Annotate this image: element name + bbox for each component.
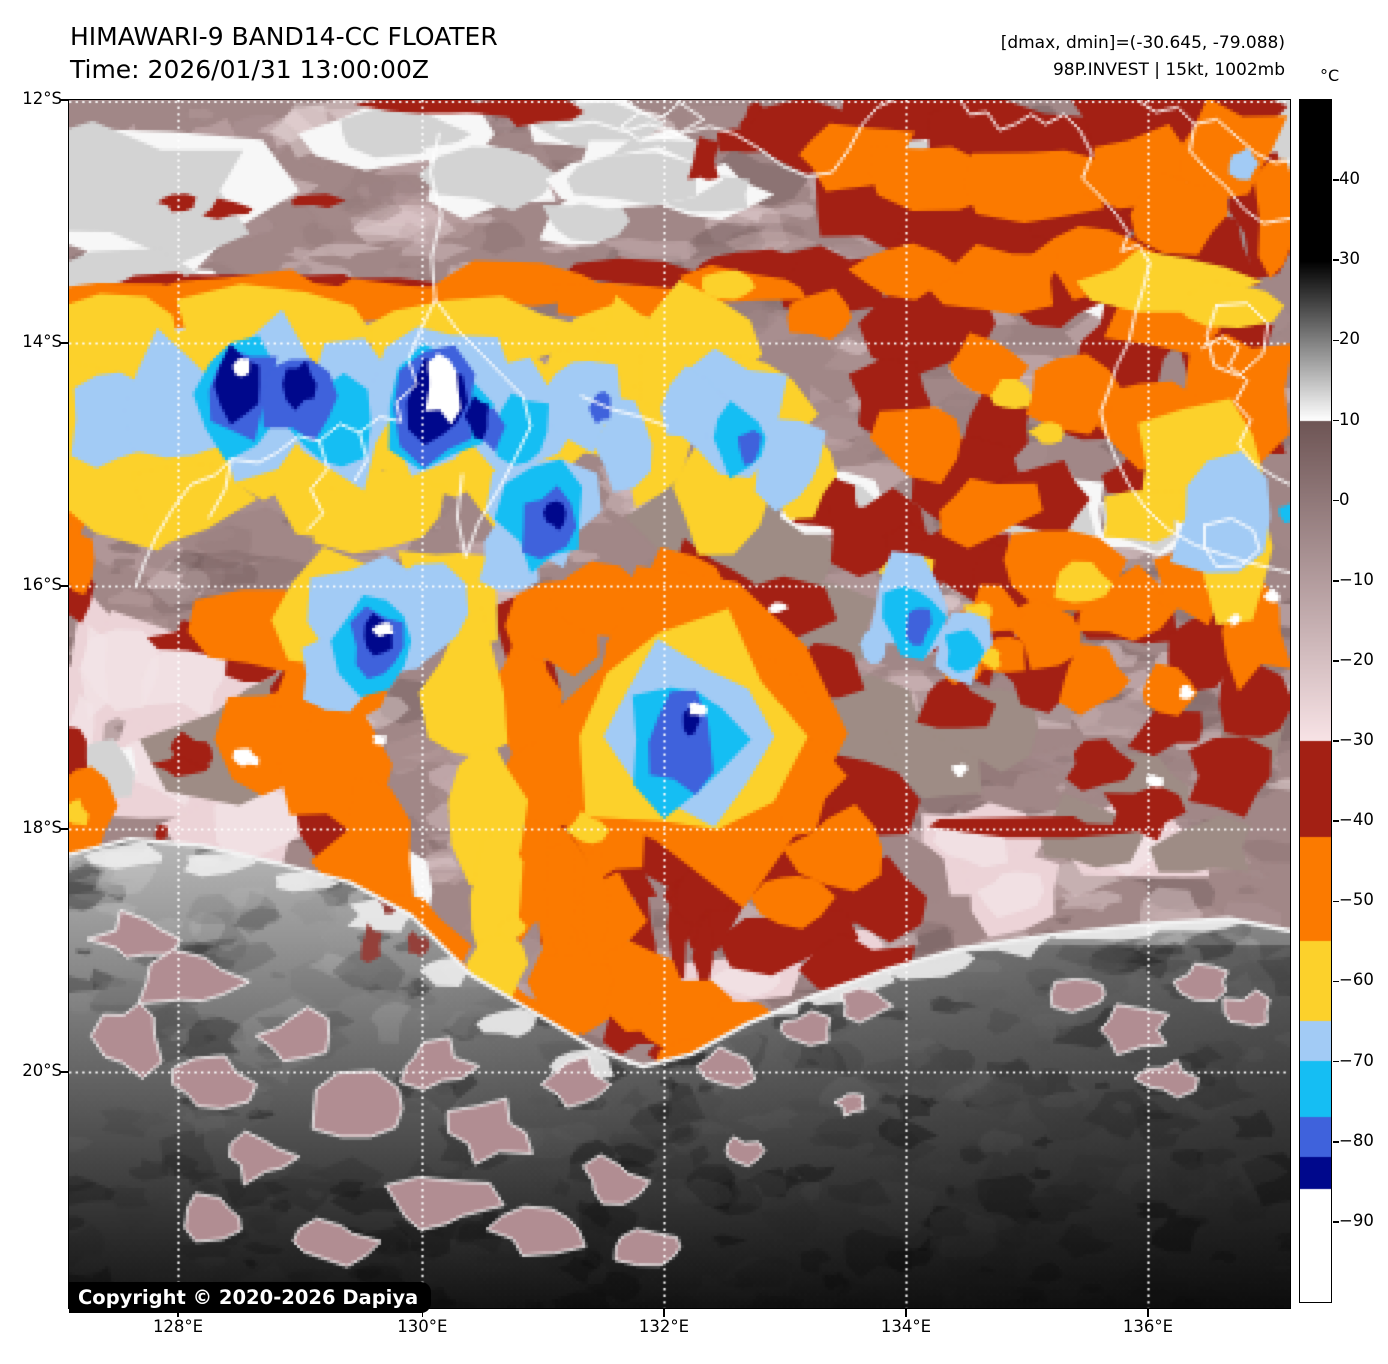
x-axis-tick-label: 136°E [1122,1317,1174,1336]
y-axis-tick-label: 14°S [22,332,62,352]
colorbar-tick-label: −80 [1339,1130,1374,1150]
colorbar-tick-mark [1333,740,1339,742]
colorbar-tick-mark [1333,259,1339,262]
colorbar-tick-label: 30 [1339,249,1360,269]
colorbar-tick-label: 0 [1339,489,1350,509]
colorbar-tick-mark [1333,980,1339,983]
x-axis-tick-mark [663,1309,665,1317]
product-timestamp: Time: 2026/01/31 13:00:00Z [70,55,429,84]
colorbar-tick-label: 10 [1339,409,1360,429]
colorbar-tick-mark [1333,499,1339,502]
x-axis-tick-mark [1147,1309,1149,1317]
colorbar-tick-mark [1333,580,1339,582]
colorbar-tick-mark [1333,660,1339,662]
colorbar-tick-label: −90 [1339,1210,1374,1230]
y-axis-tick-mark [60,828,68,830]
x-axis-tick-mark [177,1309,179,1317]
x-axis-tick-mark [421,1309,424,1317]
y-axis-tick-label: 16°S [22,574,62,594]
x-axis-tick-label: 130°E [397,1317,448,1336]
colorbar-tick-mark [1333,1140,1339,1143]
colorbar-tick-mark [1333,820,1339,822]
x-axis-tick-label: 128°E [152,1317,204,1336]
copyright-badge: Copyright © 2020-2026 Dapiya [69,1282,432,1313]
colorbar-tick-mark [1333,1060,1339,1063]
storm-id-readout: 98P.INVEST | 15kt, 1002mb [1052,60,1285,80]
y-axis-tick-mark [60,99,68,101]
x-axis-tick-mark [905,1309,907,1317]
colorbar-tick-label: −20 [1339,649,1374,669]
colorbar-tick-label: −40 [1339,810,1374,830]
colorbar-canvas [1299,99,1332,1303]
colorbar-tick-label: 40 [1339,169,1360,189]
colorbar-tick-label: −70 [1339,1050,1374,1070]
x-axis-tick-label: 132°E [638,1317,690,1336]
colorbar-tick-label: −30 [1339,730,1374,750]
x-axis-tick-label: 134°E [880,1317,932,1336]
colorbar-tick-mark [1333,339,1339,342]
y-axis-tick-label: 20°S [22,1060,62,1080]
y-axis-tick-mark [60,342,68,344]
colorbar-tick-mark [1333,419,1339,422]
y-axis-tick-label: 12°S [22,89,62,108]
colorbar-tick-mark [1333,900,1339,903]
colorbar-tick-label: −10 [1339,569,1374,589]
y-axis-tick-mark [60,585,68,587]
colorbar-tick-label: 20 [1339,329,1360,349]
product-info: [dmax, dmin]=(-30.645, -79.088) 98P.INVE… [1001,30,1285,84]
product-title: HIMAWARI-9 BAND14-CC FLOATER [70,22,498,51]
colorbar-tick-label: −50 [1339,890,1374,910]
colorbar-tick-label: −60 [1339,970,1374,990]
colorbar-tick-mark [1333,179,1339,181]
colorbar-unit-label: °C [1320,66,1340,85]
y-axis-tick-label: 18°S [22,818,62,838]
y-axis-tick-mark [60,1071,68,1073]
dmax-dmin-readout: [dmax, dmin]=(-30.645, -79.088) [1000,33,1285,53]
colorbar-tick-mark [1333,1221,1339,1223]
satellite-map-canvas [68,99,1291,1309]
